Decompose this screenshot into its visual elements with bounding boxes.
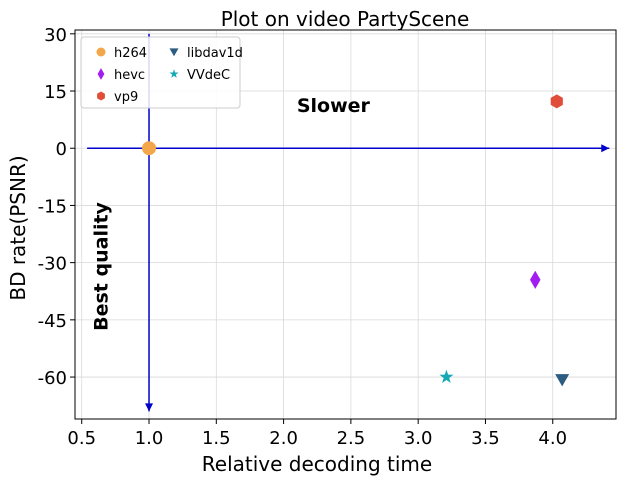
data-point-hevc: [530, 270, 541, 289]
legend-box: [80, 36, 241, 109]
y-axis-label: BD rate(PSNR): [6, 155, 30, 300]
x-tick-label: 3.0: [404, 428, 433, 449]
y-tick-label: 15: [44, 82, 67, 103]
arrow-head: [145, 403, 154, 412]
x-axis-label: Relative decoding time: [202, 452, 432, 476]
y-tick-label: -15: [38, 196, 67, 217]
ticks: 0.5 1.0 1.5 2.0 2.5 3.0 3.5 4.0 30 15 0 -15 -30 -45 -6…: [38, 25, 567, 449]
x-tick-label: 3.5: [471, 428, 500, 449]
data-point-h264: [142, 141, 157, 156]
y-tick-label: -30: [38, 254, 67, 275]
x-tick-label: 1.5: [202, 428, 231, 449]
data-point-vvdec: [439, 369, 454, 383]
legend-marker-libdav1d: [169, 48, 179, 57]
legend-label: VVdeC: [187, 68, 230, 83]
legend-marker-h264: [96, 47, 106, 57]
annotations: Slower Best quality: [90, 95, 370, 331]
plot-frame: [74, 29, 617, 420]
legend-marker-vp9: [97, 91, 105, 101]
legend-label: hevc: [114, 68, 145, 83]
chart-title: Plot on video PartyScene: [221, 7, 470, 31]
legend: h264 hevc vp9 libdav1d VVdeC: [80, 36, 243, 109]
data-points: [142, 94, 570, 387]
y-tick-label: -45: [38, 311, 67, 332]
x-tick-label: 0.5: [67, 428, 96, 449]
legend-marker-hevc: [97, 68, 105, 80]
x-tick-label: 1.0: [135, 428, 164, 449]
data-point-libdav1d: [555, 374, 570, 387]
x-tick-label: 2.0: [269, 428, 298, 449]
legend-label: h264: [114, 46, 147, 61]
y-tick-label: 30: [44, 25, 67, 46]
data-point-vp9: [550, 94, 563, 109]
annotation-text: Slower: [297, 95, 371, 117]
legend-label: vp9: [114, 90, 138, 105]
annotation-text: Best quality: [90, 201, 112, 330]
y-tick-label: -60: [38, 368, 67, 389]
x-tick-label: 2.5: [337, 428, 366, 449]
y-tick-label: 0: [56, 139, 67, 160]
legend-label: libdav1d: [187, 46, 243, 61]
x-tick-label: 4.0: [538, 428, 567, 449]
arrow-head: [601, 144, 610, 153]
legend-marker-vvdec: [169, 69, 179, 78]
